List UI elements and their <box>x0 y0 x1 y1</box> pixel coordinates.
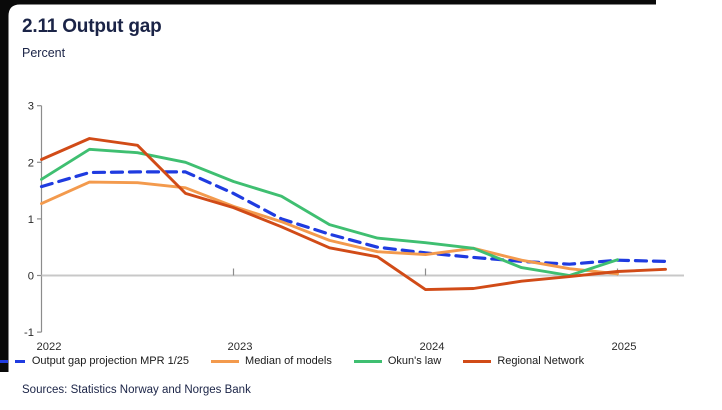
series-line-0 <box>39 170 668 266</box>
legend-line-swatch <box>463 359 492 363</box>
y-tick-label: 0 <box>28 271 34 283</box>
legend-item: Regional Network <box>463 355 584 367</box>
legend-item: Median of models <box>211 355 332 367</box>
series-line-1 <box>40 180 619 276</box>
chart-legend: Output gap projection MPR 1/25 Median of… <box>0 355 722 367</box>
sources-note: Sources: Statistics Norway and Norges Ba… <box>22 384 251 396</box>
legend-line-swatch <box>353 359 382 363</box>
x-tick-label: 2022 <box>37 341 62 353</box>
series-layer <box>39 137 668 292</box>
legend-label: Median of models <box>245 355 332 367</box>
legend-label: Output gap projection MPR 1/25 <box>31 355 190 367</box>
x-tick-label: 2023 <box>228 341 253 353</box>
y-axis-ticks <box>37 105 42 333</box>
x-tick-label: 2025 <box>612 341 637 353</box>
chart-subtitle: Percent <box>22 46 66 60</box>
y-tick-label: 3 <box>28 101 34 113</box>
legend-item: Okun's law <box>353 355 442 367</box>
x-tick-label: 2024 <box>420 341 445 353</box>
y-tick-label: -1 <box>24 327 34 339</box>
legend-item: Output gap projection MPR 1/25 <box>0 355 189 367</box>
page-edge-frame <box>0 0 656 372</box>
legend-line-swatch <box>211 359 240 363</box>
legend-label: Okun's law <box>387 355 442 367</box>
series-line-2 <box>40 147 619 277</box>
series-line-3 <box>40 137 667 292</box>
y-tick-label: 1 <box>28 214 34 226</box>
chart-title: 2.11 Output gap <box>22 16 162 37</box>
legend-label: Regional Network <box>497 355 585 367</box>
y-tick-label: 2 <box>28 157 34 169</box>
legend-line-swatch-dashed <box>0 359 26 363</box>
